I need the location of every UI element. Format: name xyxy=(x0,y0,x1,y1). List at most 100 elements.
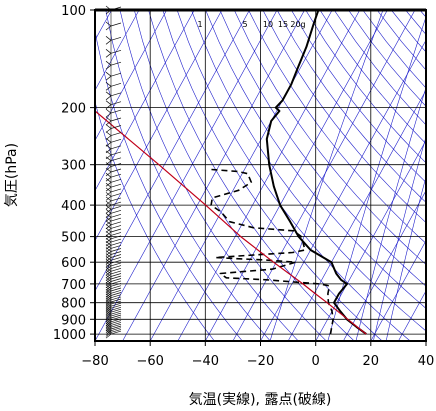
y-tick-label: 1000 xyxy=(53,328,86,343)
mixing-ratio-label: 1 xyxy=(197,20,202,29)
mixing-ratio-line xyxy=(355,86,426,341)
dry-adiabat-line xyxy=(248,10,426,244)
wind-barb xyxy=(105,49,122,58)
wind-barb xyxy=(105,178,122,187)
y-tick-label: 400 xyxy=(61,199,86,214)
wind-barb xyxy=(105,91,122,101)
dry-adiabat-line xyxy=(305,10,426,164)
wind-barb xyxy=(105,182,122,192)
isotherm-line xyxy=(425,340,426,341)
mixing-ratio-line xyxy=(385,175,426,341)
parcel-line xyxy=(95,110,367,335)
isotherm-line xyxy=(149,10,333,341)
y-tick-label: 300 xyxy=(61,159,86,174)
dry-adiabat-line xyxy=(191,10,426,332)
dry-adiabat-line xyxy=(348,10,426,107)
isotherm-line xyxy=(370,240,426,341)
wind-barb xyxy=(105,247,122,256)
dry-adiabat-line xyxy=(148,10,355,341)
mixing-ratio-line xyxy=(327,15,426,341)
wind-barb xyxy=(105,21,122,31)
y-tick-label: 100 xyxy=(61,4,86,19)
wind-barb xyxy=(105,264,122,273)
mixing-ratio-label: 20g xyxy=(290,20,305,29)
wind-barb xyxy=(105,261,122,271)
wind-barb xyxy=(105,124,122,133)
wind-barb xyxy=(105,116,122,126)
dry-adiabat-line xyxy=(219,10,426,287)
y-tick-label: 900 xyxy=(61,313,86,328)
wind-barb xyxy=(105,267,122,276)
y-tick-label: 700 xyxy=(61,278,86,293)
dry-adiabat-line xyxy=(105,10,271,341)
isotherm-line xyxy=(95,10,195,192)
y-tick-label: 200 xyxy=(61,102,86,117)
mixing-ratio-label: 10 xyxy=(263,20,273,29)
wind-barb xyxy=(105,150,122,160)
isotherm-line xyxy=(260,39,426,341)
wind-barb xyxy=(105,192,122,201)
dry-adiabat-line xyxy=(162,10,383,341)
mixing-ratio-label: 15 xyxy=(278,20,288,29)
dry-adiabat-line xyxy=(405,10,426,35)
wind-barb xyxy=(105,82,122,91)
wind-barb xyxy=(105,196,122,206)
x-tick-label: 0 xyxy=(312,354,320,369)
dry-adiabat-line xyxy=(95,100,215,341)
wind-barb xyxy=(105,282,122,291)
wind-barb xyxy=(105,256,122,265)
wind-barb xyxy=(105,131,122,140)
dry-adiabat-line xyxy=(262,10,426,224)
y-tick-label: 600 xyxy=(61,256,86,271)
wind-barb xyxy=(105,244,122,253)
isotherm-line xyxy=(287,89,426,341)
isotherm-line xyxy=(122,10,305,341)
wind-barb xyxy=(105,71,122,81)
mixing-ratio-label: 5 xyxy=(242,20,247,29)
x-tick-label: −40 xyxy=(192,354,219,369)
isotherm-line xyxy=(343,189,426,341)
wind-barb xyxy=(105,167,122,177)
dry-adiabat-line xyxy=(291,10,426,183)
wind-barb xyxy=(105,277,122,286)
isotherm-line xyxy=(0,10,1,341)
x-tick-label: 20 xyxy=(363,354,380,369)
wind-barb xyxy=(105,279,122,289)
wind-barb xyxy=(105,272,122,281)
isotherm-line xyxy=(95,10,223,242)
wind-barb xyxy=(105,284,122,293)
dry-adiabat-line xyxy=(233,10,426,265)
temperature-line xyxy=(265,10,367,335)
x-tick-label: −20 xyxy=(247,354,274,369)
isotherm-line xyxy=(95,10,278,341)
wind-barb xyxy=(105,274,122,284)
wind-barb xyxy=(105,258,122,268)
isotherm-line xyxy=(95,10,167,142)
dry-adiabat-line xyxy=(95,28,243,341)
wind-barb xyxy=(105,60,122,70)
wind-barb xyxy=(105,253,122,262)
dry-adiabat-line xyxy=(276,10,426,203)
x-tick-label: 40 xyxy=(418,354,435,369)
dry-adiabat-line xyxy=(134,10,327,341)
x-axis-label: 気温(実線), 露点(破線) xyxy=(189,392,332,408)
isotherm-line xyxy=(95,10,140,91)
y-tick-label: 500 xyxy=(61,231,86,246)
x-tick-label: −60 xyxy=(136,354,163,369)
dry-adiabat-line xyxy=(419,10,426,18)
wind-barb xyxy=(105,162,122,171)
wind-barb xyxy=(105,187,122,197)
wind-barb xyxy=(105,250,122,259)
isotherm-line xyxy=(177,10,361,341)
dewpoint-line xyxy=(208,168,334,335)
y-axis-label: 気圧(hPa) xyxy=(4,143,20,207)
wind-barb xyxy=(105,172,122,182)
y-tick-label: 800 xyxy=(61,297,86,312)
mixing-ratio-line xyxy=(269,10,384,341)
isotherm-line xyxy=(232,10,416,341)
wind-barb xyxy=(105,108,122,118)
wind-barb xyxy=(105,156,122,166)
dry-adiabat-line xyxy=(205,10,426,309)
